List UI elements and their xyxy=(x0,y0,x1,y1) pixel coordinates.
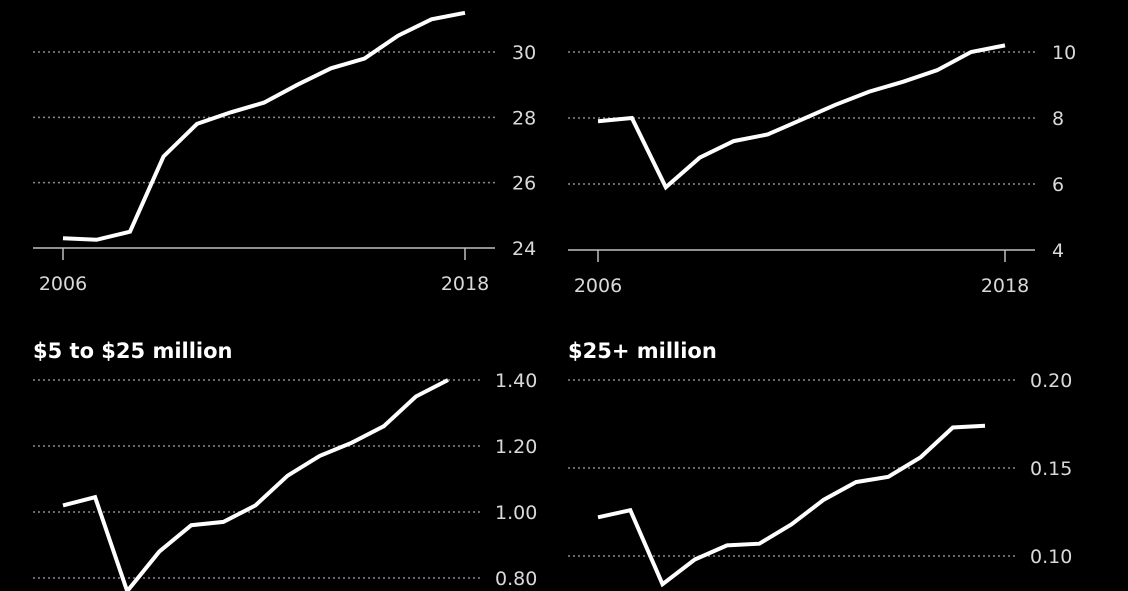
y-tick-label: 8 xyxy=(1052,108,1064,130)
y-tick-label: 28 xyxy=(512,107,536,129)
y-tick-label: 26 xyxy=(512,173,536,195)
y-tick-label: 10 xyxy=(1052,42,1076,64)
panel-2: 4 6 8 10 2006 2018 xyxy=(568,42,1076,297)
series-line xyxy=(62,378,449,591)
series-line xyxy=(597,43,1006,191)
panel-4: $25+ million 0.10 0.15 0.20 xyxy=(568,339,1072,588)
x-tick-label: 2006 xyxy=(39,273,87,295)
y-tick-label: 1.00 xyxy=(495,502,537,524)
panel-title: $5 to $25 million xyxy=(33,339,233,363)
series-line xyxy=(597,423,986,588)
y-tick-label: 1.40 xyxy=(495,370,537,392)
y-tick-label: 30 xyxy=(512,42,536,64)
panel-3: $5 to $25 million 0.80 1.00 1.20 1.40 xyxy=(33,339,537,591)
y-tick-label: 1.20 xyxy=(495,436,537,458)
y-tick-label: 24 xyxy=(512,238,536,260)
x-tick-label: 2018 xyxy=(441,273,489,295)
y-tick-label: 0.10 xyxy=(1030,546,1072,568)
y-tick-label: 6 xyxy=(1052,174,1064,196)
y-tick-label: 4 xyxy=(1052,240,1064,262)
y-tick-label: 0.15 xyxy=(1030,458,1072,480)
panel-title: $25+ million xyxy=(568,339,717,363)
x-tick-label: 2018 xyxy=(981,275,1029,297)
y-tick-label: 0.20 xyxy=(1030,370,1072,392)
series-line xyxy=(62,10,466,242)
x-tick-label: 2006 xyxy=(574,275,622,297)
panel-1: 24 26 28 30 2006 2018 xyxy=(33,10,536,295)
y-tick-label: 0.80 xyxy=(495,568,537,590)
